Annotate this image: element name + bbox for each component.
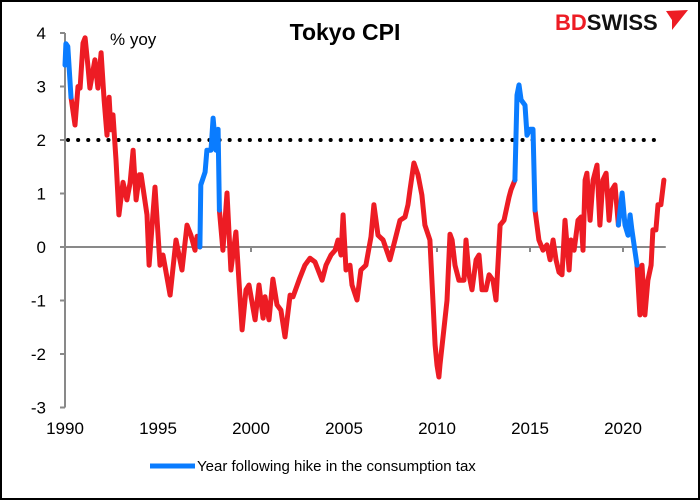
x-tick-label: 1990 — [46, 419, 84, 438]
plot-area — [62, 35, 667, 380]
legend: Year following hike in the consumption t… — [150, 458, 476, 475]
y-tick-label: -3 — [31, 399, 46, 418]
x-tick-label: 2000 — [232, 419, 270, 438]
y-axis-unit-label: % yoy — [110, 30, 157, 49]
series-segment-tax-hike-year — [512, 82, 538, 213]
series-segment-tax-hike-year — [615, 190, 640, 268]
logo-bd: BD — [555, 10, 587, 35]
chart-title: Tokyo CPI — [290, 19, 401, 45]
x-tick-label: 2020 — [604, 419, 642, 438]
series-segment-tax-hike-year — [62, 41, 74, 100]
x-tick-label: 2005 — [325, 419, 363, 438]
x-tick-label: 2015 — [511, 419, 549, 438]
svg-text:BDSWISS: BDSWISS — [555, 10, 658, 35]
series-segment-cpi — [216, 160, 518, 380]
y-tick-label: 3 — [37, 78, 46, 97]
y-tick-label: 4 — [37, 24, 46, 43]
x-tick-label: 1995 — [139, 419, 177, 438]
bdswiss-logo: BDSWISS — [555, 10, 688, 35]
legend-label: Year following hike in the consumption t… — [197, 458, 476, 475]
logo-flag-icon — [666, 10, 688, 30]
series-segment-cpi — [634, 177, 667, 318]
series-segment-tax-hike-year — [197, 115, 222, 250]
logo-swiss: SWISS — [587, 10, 658, 35]
series-segment-cpi — [68, 35, 203, 298]
series-segment-cpi — [532, 162, 621, 278]
y-tick-label: 0 — [37, 238, 46, 257]
y-tick-label: 1 — [37, 185, 46, 204]
y-tick-label: 2 — [37, 131, 46, 150]
x-tick-label: 2010 — [418, 419, 456, 438]
y-tick-label: -1 — [31, 292, 46, 311]
y-tick-label: -2 — [31, 345, 46, 364]
